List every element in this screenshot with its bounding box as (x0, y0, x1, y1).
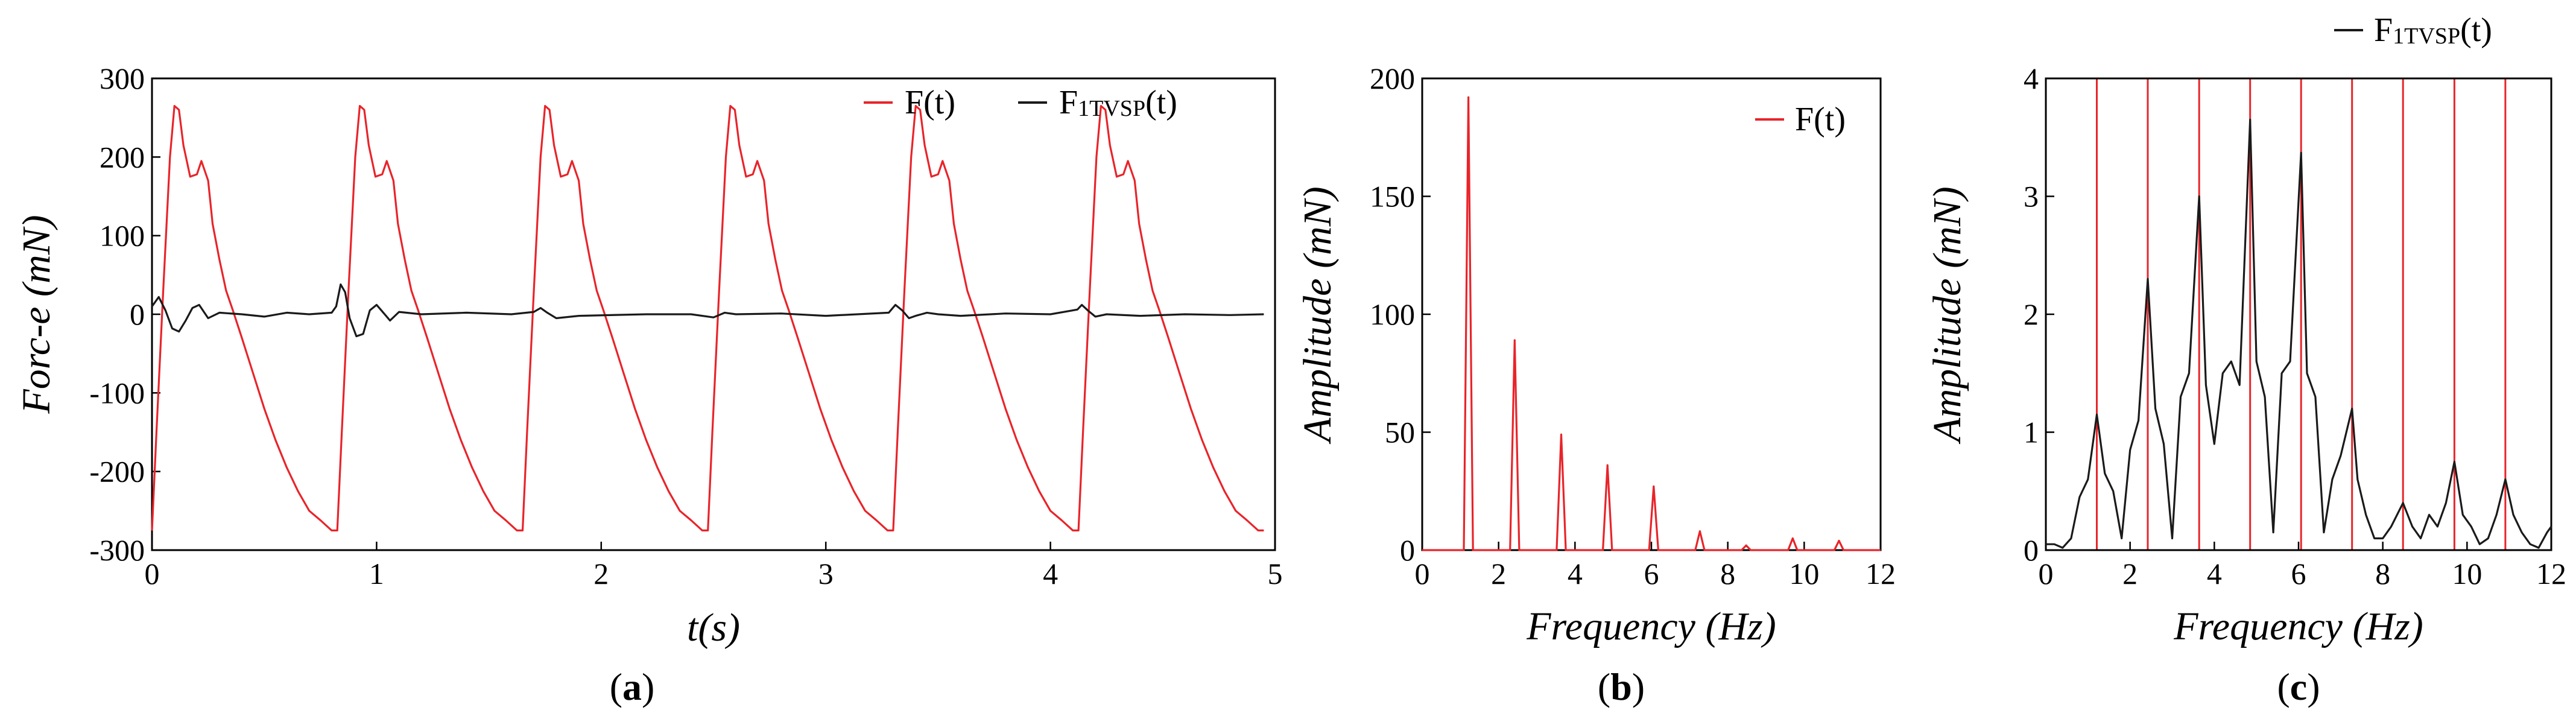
y-tick-label: 3 (2024, 180, 2039, 214)
spectrum-peak (1513, 339, 1516, 341)
panel-a-legend: F(t) F1TVSP(t) (864, 84, 1177, 121)
y-tick-label: 0 (2024, 533, 2039, 567)
x-tick-label: 8 (1720, 557, 1735, 591)
series-line-tvsp-spectrum (2046, 118, 2552, 549)
panel-a-caption: (a) (610, 665, 655, 708)
y-tick-label: 150 (1370, 180, 1415, 214)
y-tick-label: 100 (1370, 297, 1415, 331)
x-tick-label: 0 (1415, 557, 1430, 591)
panel-a-x-axis-label: t(s) (687, 606, 740, 650)
panel-b-y-axis-label: Amplitude (mN) (1296, 186, 1340, 444)
x-tick-label: 5 (1268, 557, 1283, 591)
x-tick-label: 2 (2122, 557, 2138, 591)
spectrum-peak (1838, 539, 1840, 542)
y-tick-label: 0 (1400, 533, 1415, 567)
y-tick-label: 50 (1385, 416, 1415, 449)
panel-b-ticks: 0 2 4 6 8 10 12 0 50 100 150 200 (1370, 62, 1896, 591)
spectrum-peak (1653, 485, 1655, 487)
series-line-tvsp (151, 283, 1264, 338)
y-tick-label: -100 (89, 376, 145, 410)
panel-a-y-axis-label: Forc-e (mN) (14, 215, 59, 414)
panel-a: 0 1 2 3 4 5 -300 -200 -100 0 100 200 300 Forc-e (mN)… (14, 62, 1283, 708)
y-tick-label: 0 (130, 297, 145, 331)
y-tick-label: 2 (2024, 297, 2039, 331)
y-tick-label: 200 (1370, 62, 1415, 95)
x-tick-label: 3 (818, 557, 834, 591)
y-tick-label: -300 (89, 533, 145, 567)
x-tick-label: 1 (369, 557, 384, 591)
x-tick-label: 2 (593, 557, 609, 591)
panel-c-caption: (c) (2277, 665, 2320, 708)
y-tick-label: 200 (100, 140, 145, 174)
legend-label-force: F(t) (905, 84, 955, 121)
panel-a-series (151, 105, 1264, 532)
panel-c-x-axis-label: Frequency (Hz) (2173, 604, 2423, 648)
x-tick-label: 0 (145, 557, 160, 591)
spectrum-peak (1467, 96, 1470, 98)
panel-b-caption: (b) (1598, 665, 1645, 708)
legend-label-tvsp: F1TVSP(t) (1059, 84, 1177, 121)
y-tick-label: -200 (89, 455, 145, 489)
legend-label-tvsp: F1TVSP(t) (2374, 11, 2492, 49)
spectrum-peak (1745, 544, 1747, 547)
panel-c-series (2046, 118, 2552, 549)
spectrum-peak (1791, 537, 1794, 539)
x-tick-label: 0 (2039, 557, 2054, 591)
x-tick-label: 4 (2207, 557, 2222, 591)
y-tick-label: 1 (2024, 416, 2039, 449)
x-tick-label: 6 (1644, 557, 1659, 591)
y-tick-label: 300 (100, 62, 145, 95)
x-tick-label: 2 (1491, 557, 1506, 591)
x-tick-label: 4 (1568, 557, 1583, 591)
panel-a-ticks: 0 1 2 3 4 5 -300 -200 -100 0 100 200 300 (89, 62, 1282, 591)
spectrum-peak (1698, 530, 1701, 533)
y-tick-label: 100 (100, 219, 145, 253)
x-tick-label: 10 (2452, 557, 2482, 591)
panel-b-x-axis-label: Frequency (Hz) (1526, 604, 1776, 648)
panel-c-harmonic-lines (2095, 78, 2507, 550)
panel-b-legend: F(t) (1755, 101, 1846, 138)
y-tick-label: 4 (2024, 62, 2039, 95)
spectrum-peak (1560, 433, 1563, 436)
x-tick-label: 4 (1043, 557, 1058, 591)
panel-b: 0 2 4 6 8 10 12 0 50 100 150 200 Amplitude (mN) Fre… (1296, 62, 1896, 708)
x-tick-label: 10 (1789, 557, 1819, 591)
spectrum-peak (1606, 464, 1609, 466)
series-line-force (151, 105, 1264, 532)
panel-b-series (1422, 96, 1881, 551)
panel-c-y-axis-label: Amplitude (mN) (1925, 186, 1969, 444)
x-tick-label: 6 (2291, 557, 2306, 591)
x-tick-label: 12 (1866, 557, 1896, 591)
x-tick-label: 8 (2375, 557, 2390, 591)
x-tick-label: 12 (2536, 557, 2566, 591)
legend-label-force: F(t) (1795, 101, 1846, 138)
panel-c-legend: F1TVSP(t) (2334, 11, 2492, 49)
